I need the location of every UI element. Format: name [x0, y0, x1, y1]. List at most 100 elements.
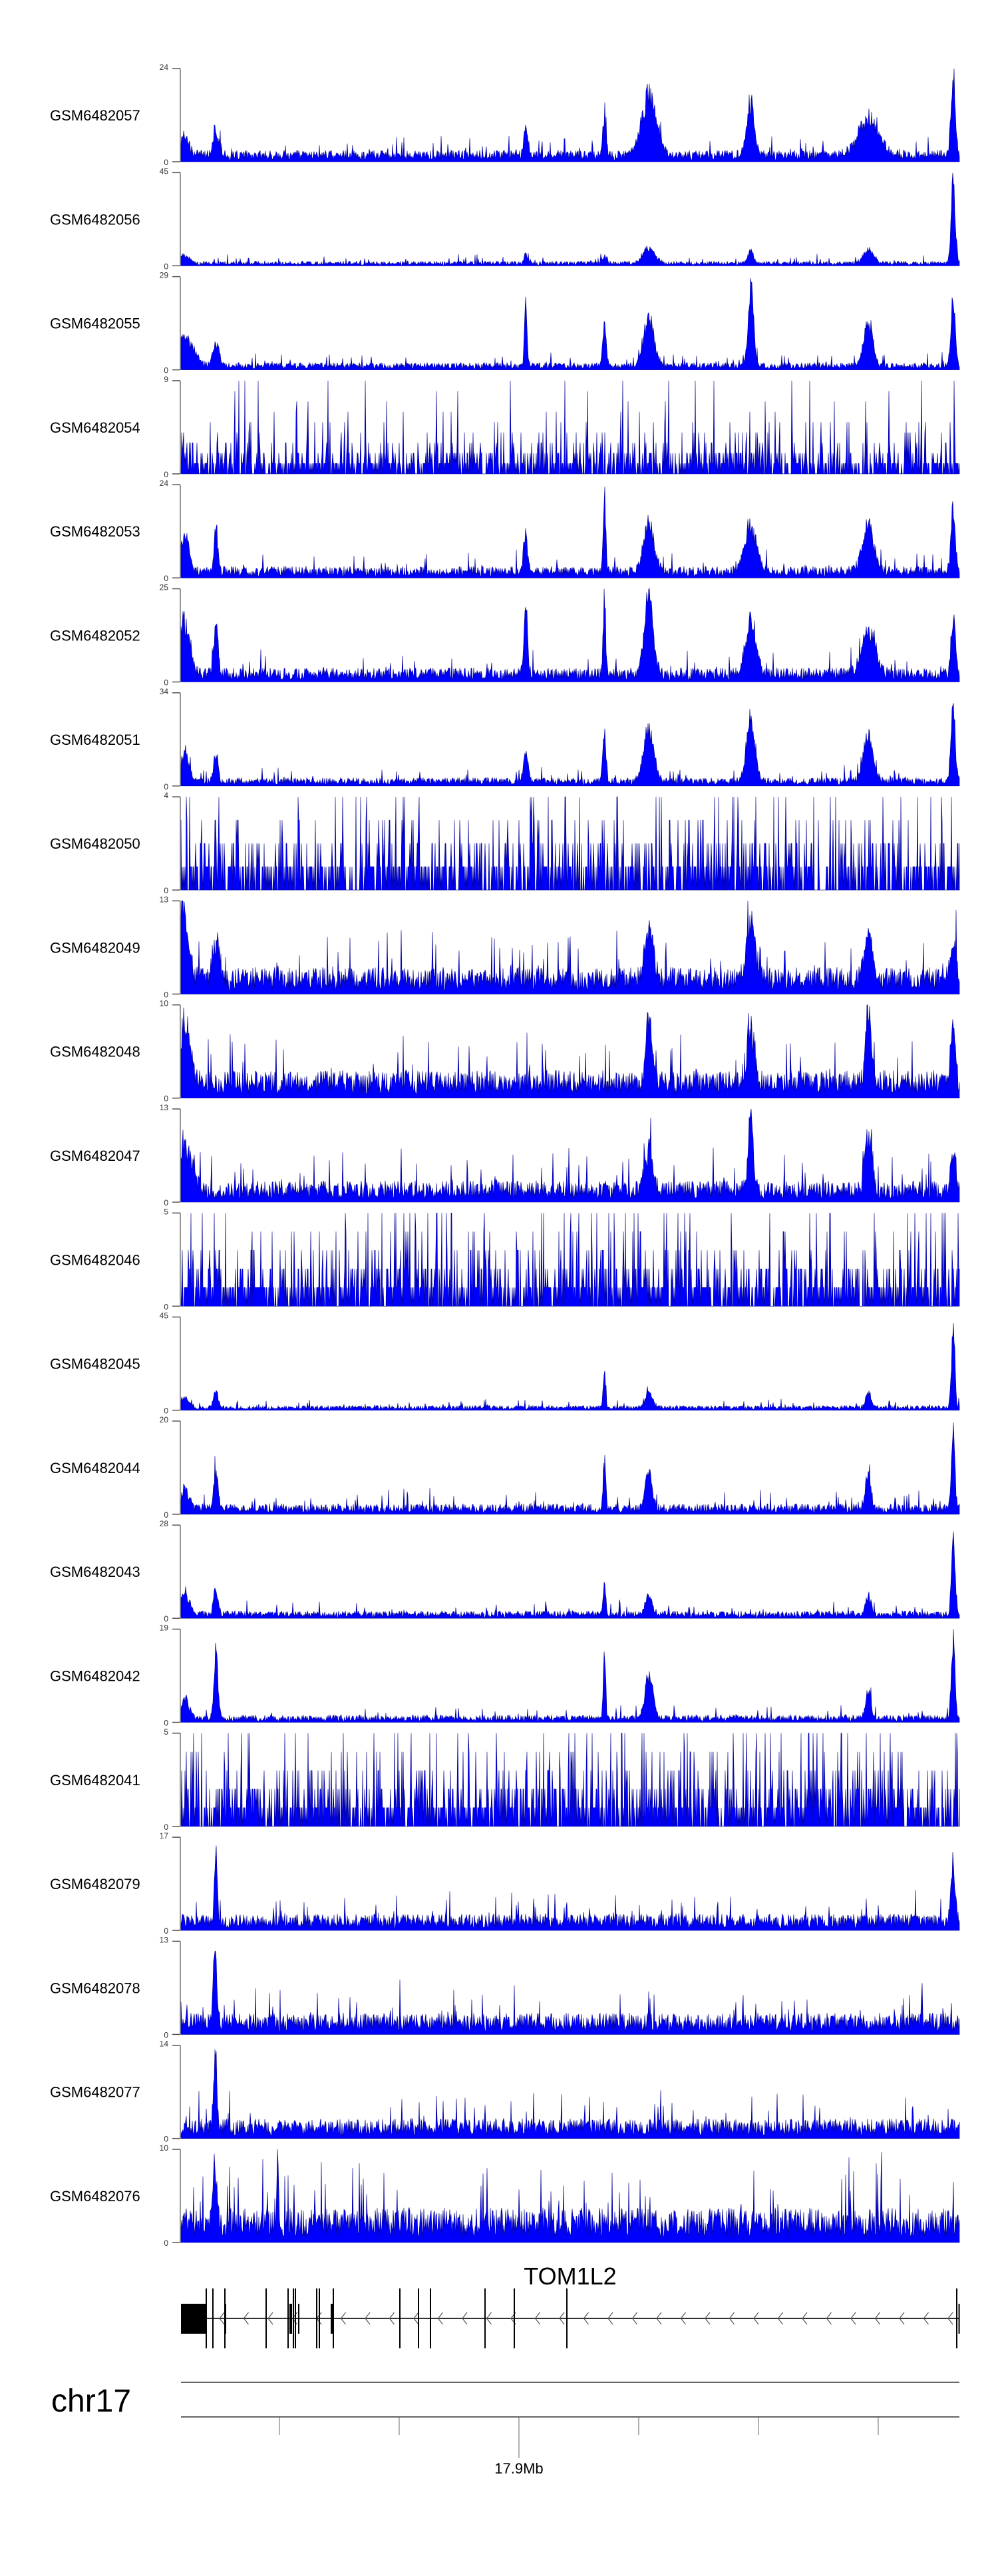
strand-arrow-icon: [753, 2312, 759, 2325]
strand-arrow-icon: [777, 2312, 783, 2325]
exon: [224, 2288, 226, 2348]
exon: [418, 2288, 420, 2348]
exon: [331, 2304, 333, 2334]
coverage-area: [180, 1213, 960, 1307]
y-tick-label-min: 0: [164, 262, 168, 271]
strand-arrow-icon: [559, 2312, 565, 2325]
y-tick-label-min: 0: [164, 1406, 168, 1416]
strand-arrow-icon: [437, 2312, 443, 2325]
strand-arrow-icon: [680, 2312, 686, 2325]
coverage-area: [180, 380, 960, 475]
y-tick-label-min: 0: [164, 1823, 168, 1832]
strand-arrow-icon: [219, 2312, 225, 2325]
y-tick-label-min: 0: [164, 366, 168, 375]
track-GSM6482046: GSM6482046 5 0: [50, 1207, 960, 1311]
y-tick-label-min: 0: [164, 782, 168, 791]
y-tick-label-max: 19: [160, 1623, 169, 1633]
y-tick-label-min: 0: [164, 2030, 168, 2039]
coverage-area: [180, 1950, 960, 2035]
coverage-area: [180, 1531, 960, 1619]
strand-arrow-icon: [486, 2312, 492, 2325]
exon: [181, 2304, 206, 2334]
track-label: GSM6482054: [50, 419, 140, 436]
track-label: GSM6482042: [50, 1668, 140, 1685]
y-tick-label-max: 29: [160, 271, 169, 280]
y-tick-label-max: 28: [160, 1519, 169, 1528]
exon: [430, 2288, 432, 2348]
axis-ticks: [279, 2417, 879, 2458]
track-GSM6482055: GSM6482055 29 0: [50, 271, 960, 375]
track-label: GSM6482055: [50, 316, 140, 332]
strand-arrow-icon: [826, 2312, 832, 2325]
track-label: GSM6482077: [50, 2084, 140, 2101]
coverage-area: [180, 1845, 960, 1931]
strand-arrow-icon: [340, 2312, 346, 2325]
strand-arrow-icon: [947, 2312, 953, 2325]
y-tick-label-min: 0: [164, 2135, 168, 2144]
y-tick-label-min: 0: [164, 1719, 168, 1728]
gene-name-label: TOM1L2: [524, 2262, 616, 2290]
y-tick-label-max: 13: [160, 895, 169, 904]
coverage-area: [180, 278, 960, 370]
track-label: GSM6482043: [50, 1564, 140, 1580]
y-tick-label-min: 0: [164, 1302, 168, 1311]
coverage-area: [180, 588, 960, 682]
axis-tick-label: 17.9Mb: [494, 2460, 543, 2477]
coverage-area: [180, 1323, 960, 1410]
coverage-area: [180, 1629, 960, 1723]
strand-arrow-icon: [534, 2312, 540, 2325]
gene-track: TOM1L2: [181, 2262, 960, 2348]
y-tick-label-max: 34: [160, 687, 169, 696]
exon: [265, 2288, 267, 2348]
track-label: GSM6482049: [50, 939, 140, 956]
exon-group: [181, 2288, 960, 2348]
coverage-area: [180, 2149, 960, 2243]
y-tick-label-max: 45: [160, 1311, 169, 1321]
track-GSM6482048: GSM6482048 10 0: [50, 999, 960, 1104]
coverage-area: [180, 901, 960, 994]
track-GSM6482051: GSM6482051 34 0: [50, 687, 960, 791]
track-GSM6482049: GSM6482049 13 0: [50, 895, 960, 999]
track-GSM6482078: GSM6482078 13 0: [50, 1935, 960, 2039]
y-tick-label-min: 0: [164, 158, 168, 167]
coverage-area: [180, 1004, 960, 1098]
coverage-area: [180, 2049, 960, 2139]
exon: [955, 2288, 957, 2348]
exon: [287, 2288, 289, 2348]
y-tick-label-max: 24: [160, 63, 169, 72]
track-GSM6482042: GSM6482042 19 0: [50, 1623, 960, 1728]
y-tick-label-max: 9: [164, 375, 168, 384]
strand-arrow-icon: [607, 2312, 613, 2325]
y-tick-label-min: 0: [164, 470, 168, 479]
coverage-area: [180, 1733, 960, 1827]
track-label: GSM6482050: [50, 835, 140, 852]
track-label: GSM6482045: [50, 1356, 140, 1373]
y-tick-label-max: 13: [160, 1103, 169, 1112]
track-label: GSM6482052: [50, 628, 140, 644]
exon: [292, 2288, 294, 2348]
track-GSM6482045: GSM6482045 45 0: [50, 1311, 960, 1416]
strand-arrow-icon: [899, 2312, 905, 2325]
y-tick-label-max: 24: [160, 479, 169, 488]
chromosome-label: chr17: [51, 2384, 131, 2419]
exon: [566, 2288, 568, 2348]
exon: [295, 2288, 296, 2348]
track-label: GSM6482051: [50, 732, 140, 748]
strand-arrow-icon: [583, 2312, 589, 2325]
track-label: GSM6482076: [50, 2188, 140, 2205]
track-label: GSM6482053: [50, 523, 140, 540]
track-label: GSM6482056: [50, 211, 140, 228]
strand-arrow-icon: [462, 2312, 468, 2325]
strand-arrow-icon: [413, 2312, 419, 2325]
y-tick-label-max: 4: [164, 791, 168, 800]
strand-arrow-icon: [850, 2312, 856, 2325]
y-tick-label-min: 0: [164, 678, 168, 688]
strand-arrow-icon: [923, 2312, 929, 2325]
track-label: GSM6482048: [50, 1044, 140, 1060]
strand-arrow-icon: [389, 2312, 395, 2325]
coverage-area: [180, 703, 960, 787]
track-GSM6482041: GSM6482041 5 0: [50, 1727, 960, 1832]
coverage-area: [180, 68, 960, 162]
y-tick-label-min: 0: [164, 1198, 168, 1207]
track-label: GSM6482078: [50, 1980, 140, 1996]
